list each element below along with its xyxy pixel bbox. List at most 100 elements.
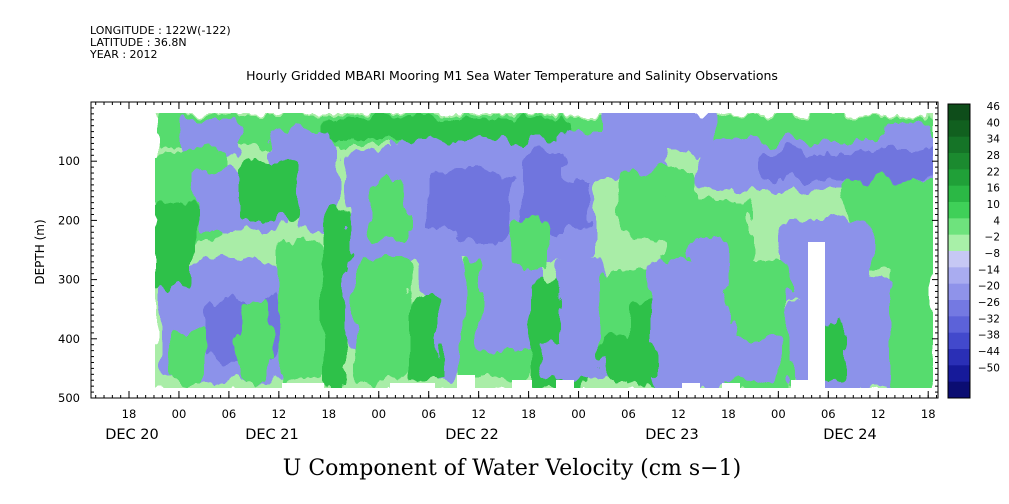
colorbar: 46 40 34 28 22 16 10 4 −2 −8 −14 −20 −26 −32 −38 −44 −50 xyxy=(947,101,1001,399)
x-tick-label: 00 xyxy=(571,407,586,421)
data-gap xyxy=(682,383,700,399)
heatmap-cell xyxy=(280,240,320,380)
y-tick-label: 200 xyxy=(58,213,80,227)
x-tick-label: 18 xyxy=(122,407,137,421)
heatmap-cell xyxy=(240,160,300,220)
year-label: YEAR : 2012 xyxy=(89,48,158,61)
x-tick-label: 12 xyxy=(272,407,287,421)
data-gap xyxy=(457,375,475,399)
data-gap xyxy=(92,103,155,399)
heatmap-cell xyxy=(460,120,540,140)
colorbar-band xyxy=(948,332,970,350)
x-date-label: DEC 21 xyxy=(245,427,299,443)
colorbar-band xyxy=(948,234,970,252)
colorbar-label: 22 xyxy=(987,166,1000,178)
heatmap-cell xyxy=(430,170,510,240)
x-tick-label: 18 xyxy=(321,407,336,421)
heatmap-cell xyxy=(410,300,440,380)
heatmap-cell xyxy=(155,200,195,290)
colorbar-band xyxy=(948,185,970,203)
colorbar-band xyxy=(948,218,970,236)
colorbar-band xyxy=(948,120,970,138)
colorbar-frame xyxy=(947,103,971,399)
colorbar-band xyxy=(948,251,970,268)
y-axis-label: DEPTH (m) xyxy=(33,219,47,284)
colorbar-band xyxy=(948,267,970,285)
colorbar-band xyxy=(948,136,970,154)
x-date-label: DEC 23 xyxy=(645,427,699,443)
colorbar-label: −26 xyxy=(978,297,1000,309)
colorbar-label: −20 xyxy=(978,281,1000,293)
x-date-label: DEC 22 xyxy=(445,427,499,443)
data-gap xyxy=(791,380,809,399)
data-gap xyxy=(282,383,324,399)
x-tick-label: 06 xyxy=(821,407,836,421)
data-gap xyxy=(556,380,574,399)
x-tick-label: 12 xyxy=(871,407,886,421)
colorbar-label: −14 xyxy=(978,264,1000,276)
colorbar-band xyxy=(948,169,970,187)
heatmap-cell xyxy=(370,180,410,240)
heatmap-cell xyxy=(600,340,660,380)
colorbar-label: −32 xyxy=(978,313,1000,325)
x-tick-label: 00 xyxy=(371,407,386,421)
colorbar-label: −38 xyxy=(978,330,1000,342)
heatmap-cell xyxy=(540,340,580,380)
data-gap xyxy=(808,242,825,399)
heatmap-cell xyxy=(480,250,540,350)
heatmap-cell xyxy=(300,140,340,230)
latitude-label: LATITUDE : 36.8N xyxy=(90,36,187,49)
y-tick-label: 500 xyxy=(58,391,80,405)
data-gap xyxy=(92,103,938,113)
x-tick-label: 18 xyxy=(721,407,736,421)
heatmap-cell xyxy=(600,110,720,150)
colorbar-band xyxy=(948,300,970,317)
x-tick-label: 12 xyxy=(671,407,686,421)
data-gap xyxy=(933,103,938,399)
y-tick-label: 400 xyxy=(58,332,80,346)
colorbar-label: −8 xyxy=(985,248,1000,260)
heatmap-cell xyxy=(510,220,550,270)
y-tick-label: 300 xyxy=(58,273,80,287)
heatmap-cell xyxy=(880,120,930,150)
colorbar-label: −50 xyxy=(978,362,1000,374)
heatmap-cell xyxy=(320,210,345,390)
colorbar-label: 10 xyxy=(987,199,1000,211)
heatmap-field xyxy=(155,110,938,393)
heatmap-cell xyxy=(355,260,410,380)
colorbar-label: 40 xyxy=(987,117,1000,129)
heatmap-cell xyxy=(240,300,270,380)
data-gap xyxy=(155,388,933,398)
colorbar-band xyxy=(948,104,970,121)
x-date-label: DEC 20 xyxy=(105,427,159,443)
colorbar-label: −44 xyxy=(978,346,1000,358)
chart-title: Hourly Gridded MBARI Mooring M1 Sea Wate… xyxy=(246,68,778,83)
colorbar-band xyxy=(948,153,970,170)
longitude-label: LONGITUDE : 122W(-122) xyxy=(90,24,231,37)
heatmap-cell xyxy=(890,240,935,390)
x-tick-label: 18 xyxy=(921,407,936,421)
x-tick-label: 00 xyxy=(172,407,187,421)
x-tick-label: 06 xyxy=(222,407,237,421)
colorbar-band xyxy=(948,365,970,383)
colorbar-band xyxy=(948,349,970,366)
heatmap-cell xyxy=(760,150,930,180)
colorbar-band xyxy=(948,202,970,219)
x-tick-label: 00 xyxy=(771,407,786,421)
heatmap-cell xyxy=(720,340,780,380)
heatmap-cell xyxy=(170,330,210,380)
colorbar-label: 16 xyxy=(987,183,1001,195)
data-gap xyxy=(512,380,532,399)
x-tick-label: 06 xyxy=(421,407,436,421)
colorbar-label: 4 xyxy=(993,215,1000,227)
colorbar-label: 28 xyxy=(987,150,1000,162)
x-date-label: DEC 24 xyxy=(823,427,877,443)
y-axis: 100 200 300 400 500 xyxy=(58,101,938,405)
colorbar-label: 34 xyxy=(987,134,1001,146)
colorbar-band xyxy=(948,283,970,301)
x-tick-label: 12 xyxy=(471,407,486,421)
x-tick-label: 18 xyxy=(521,407,536,421)
data-gap xyxy=(722,383,740,399)
data-gap xyxy=(390,383,435,399)
